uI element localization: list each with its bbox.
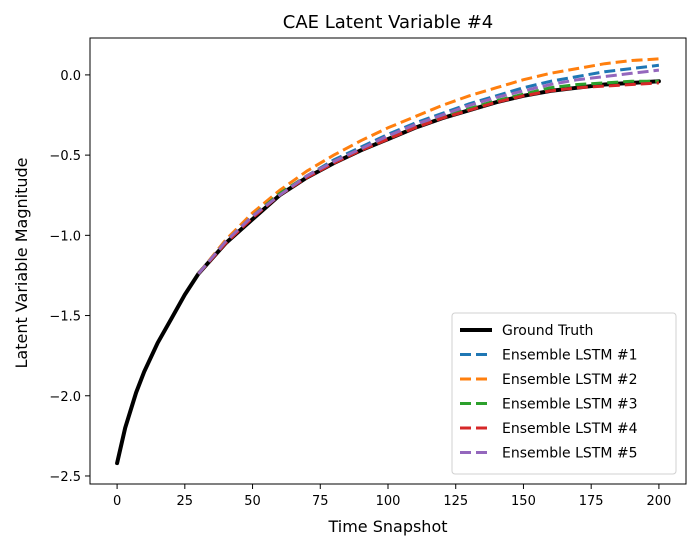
x-tick-label: 125 [443, 494, 468, 509]
legend-label: Ensemble LSTM #3 [502, 397, 638, 413]
series-line-ensemble-lstm-5 [197, 68, 660, 275]
x-tick-label: 150 [511, 494, 536, 509]
x-tick-label: 100 [376, 494, 401, 509]
y-tick-label: −1.5 [49, 310, 81, 325]
x-tick-label: 200 [646, 494, 671, 509]
legend: Ground Truth Ensemble LSTM #1 Ensemble LST… [451, 312, 677, 475]
x-tick-label: 0 [113, 494, 121, 509]
series-line-ensemble-lstm-2 [197, 57, 659, 275]
legend-label: Ensemble LSTM #5 [502, 446, 638, 462]
axis-ticks: 0 25 50 75 100 125 150 175 200 0.0 −0.5 −1.0 −1.5 −2.… [49, 69, 671, 509]
y-axis-label: Latent Variable Magnitude [12, 158, 31, 369]
plot-series [115, 57, 661, 466]
plot-frame [89, 37, 687, 485]
x-tick-label: 175 [579, 494, 604, 509]
y-tick-label: −2.0 [49, 390, 81, 405]
legend-box [451, 312, 677, 475]
y-tick-label: 0.0 [60, 69, 81, 84]
x-tick-label: 25 [177, 494, 194, 509]
y-tick-label: −2.5 [49, 470, 81, 485]
legend-label: Ensemble LSTM #1 [502, 348, 638, 364]
legend-label: Ensemble LSTM #4 [502, 421, 638, 437]
y-tick-label: −0.5 [49, 149, 81, 164]
legend-label: Ensemble LSTM #2 [502, 372, 638, 388]
legend-label: Ground Truth [502, 323, 593, 339]
x-tick-label: 50 [244, 494, 261, 509]
x-axis-label: Time Snapshot [327, 517, 447, 536]
x-tick-label: 75 [312, 494, 329, 509]
series-line-ensemble-lstm-4 [197, 81, 659, 275]
series-line-ensemble-lstm-1 [197, 63, 660, 275]
y-tick-label: −1.0 [49, 229, 81, 244]
series-line-ensemble-lstm-3 [197, 79, 659, 275]
chart-title: CAE Latent Variable #4 [283, 12, 494, 33]
